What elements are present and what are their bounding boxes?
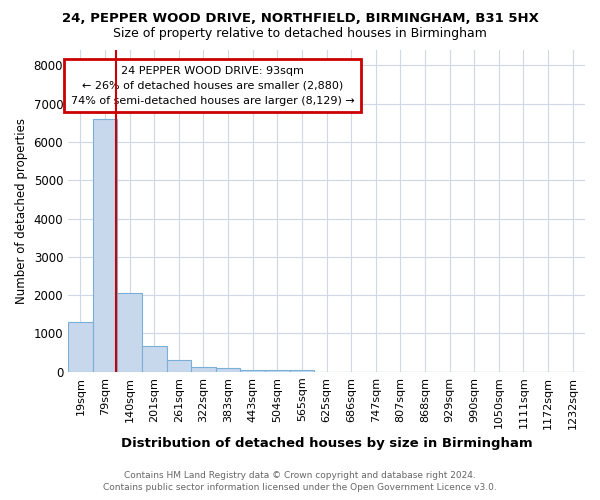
Bar <box>216 368 241 372</box>
Bar <box>191 367 216 372</box>
Bar <box>92 119 117 372</box>
Bar <box>265 370 290 372</box>
Text: 24 PEPPER WOOD DRIVE: 93sqm
← 26% of detached houses are smaller (2,880)
74% of : 24 PEPPER WOOD DRIVE: 93sqm ← 26% of det… <box>71 66 355 106</box>
Text: 24, PEPPER WOOD DRIVE, NORTHFIELD, BIRMINGHAM, B31 5HX: 24, PEPPER WOOD DRIVE, NORTHFIELD, BIRMI… <box>62 12 538 26</box>
Bar <box>241 370 265 372</box>
Y-axis label: Number of detached properties: Number of detached properties <box>15 118 28 304</box>
Bar <box>117 294 142 372</box>
X-axis label: Distribution of detached houses by size in Birmingham: Distribution of detached houses by size … <box>121 437 532 450</box>
Text: Size of property relative to detached houses in Birmingham: Size of property relative to detached ho… <box>113 28 487 40</box>
Bar <box>167 360 191 372</box>
Text: Contains HM Land Registry data © Crown copyright and database right 2024.
Contai: Contains HM Land Registry data © Crown c… <box>103 471 497 492</box>
Bar <box>142 346 167 372</box>
Bar <box>68 322 92 372</box>
Bar <box>290 370 314 372</box>
